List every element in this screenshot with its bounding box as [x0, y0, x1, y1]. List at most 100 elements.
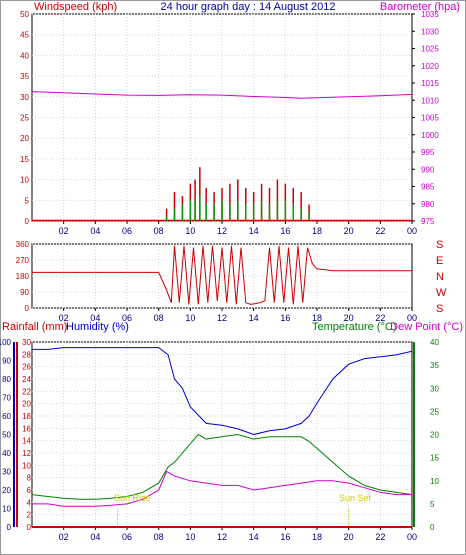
- rainfall-tick-label: 30: [22, 338, 31, 347]
- humidity-tick-label: 0: [7, 523, 12, 532]
- right-tick-label: 1035: [421, 10, 439, 19]
- x-tick-label: 12: [217, 226, 227, 236]
- left-tick-label: 50: [20, 10, 29, 19]
- rainfall-tick-label: 12: [22, 449, 31, 458]
- x-tick-label: 12: [217, 532, 227, 542]
- rainfall-tick-label: 6: [27, 486, 32, 495]
- x-tick-label: 02: [59, 313, 69, 323]
- temperature-tick-label: 35: [430, 361, 439, 370]
- x-tick-label: 10: [185, 313, 195, 323]
- x-tick-label: 00: [407, 226, 417, 236]
- left-tick-label: 180: [16, 272, 30, 281]
- rainfall-tick-label: 16: [22, 424, 31, 433]
- right-tick-label: 995: [421, 148, 435, 157]
- left-tick-label: 20: [20, 134, 29, 143]
- x-tick-label: 22: [375, 226, 385, 236]
- x-tick-label: 06: [122, 313, 132, 323]
- right-tick-label: 1005: [421, 114, 439, 123]
- x-tick-label: 12: [217, 313, 227, 323]
- rainfall-tick-label: 22: [22, 387, 31, 396]
- temperature-tick-label: 20: [430, 431, 439, 440]
- left-tick-label: 35: [20, 72, 29, 81]
- x-tick-label: 20: [344, 226, 354, 236]
- rainfall-tick-label: 8: [27, 474, 32, 483]
- right-tick-label: 1020: [421, 62, 439, 71]
- rainfall-tick-label: 2: [27, 511, 32, 520]
- temperature-tick-label: 5: [430, 500, 435, 509]
- x-tick-label: 06: [122, 226, 132, 236]
- x-tick-label: 16: [280, 532, 290, 542]
- temperature-tick-label: 0: [430, 523, 435, 532]
- humidity-tick-label: 100: [0, 338, 12, 347]
- wind-barometer-panel: 0510152025303540455097598098599099510001…: [20, 10, 439, 236]
- rainfall-tick-label: 4: [27, 498, 32, 507]
- x-tick-label: 20: [344, 313, 354, 323]
- temperature-axis-label: Temperature (°C): [312, 321, 396, 333]
- x-tick-label: 06: [122, 532, 132, 542]
- chart-title: 24 hour graph day : 14 August 2012: [161, 1, 336, 13]
- humidity-tick-label: 10: [2, 505, 11, 514]
- humidity-tick-label: 90: [2, 357, 11, 366]
- humidity-tick-label: 30: [2, 468, 11, 477]
- x-tick-label: 00: [407, 313, 417, 323]
- x-tick-label: 22: [375, 313, 385, 323]
- left-tick-label: 10: [20, 176, 29, 185]
- humidity-tick-label: 50: [2, 431, 11, 440]
- sunrise-label: Sun Rise: [114, 493, 151, 503]
- x-tick-label: 10: [185, 226, 195, 236]
- compass-tick-label: S: [436, 303, 443, 315]
- right-tick-label: 985: [421, 183, 435, 192]
- left-tick-label: 25: [20, 114, 29, 123]
- compass-tick-label: N: [436, 271, 444, 283]
- rainfall-tick-label: 14: [22, 437, 31, 446]
- x-tick-label: 16: [280, 226, 290, 236]
- right-tick-label: 1030: [421, 27, 439, 36]
- x-tick-label: 14: [249, 226, 259, 236]
- x-tick-label: 18: [312, 313, 322, 323]
- temperature-tick-label: 10: [430, 477, 439, 486]
- x-tick-label: 14: [249, 313, 259, 323]
- x-tick-label: 08: [154, 226, 164, 236]
- left-tick-label: 30: [20, 93, 29, 102]
- dewpoint-axis-label: Dew Point (°C): [390, 321, 463, 333]
- left-tick-label: 45: [20, 31, 29, 40]
- rainfall-axis-label: Rainfall (mm): [2, 321, 67, 333]
- humidity-tick-label: 20: [2, 486, 11, 495]
- humidity-line: [32, 347, 413, 436]
- sunset-label: Sun Set: [339, 493, 372, 503]
- x-tick-label: 00: [407, 532, 417, 542]
- humidity-tick-label: 40: [2, 449, 11, 458]
- left-tick-label: 360: [16, 240, 30, 249]
- right-tick-label: 980: [421, 200, 435, 209]
- temperature-tick-label: 15: [430, 454, 439, 463]
- humidity-tick-label: 60: [2, 412, 11, 421]
- rainfall-tick-label: 26: [22, 363, 31, 372]
- windspeed-axis-label: Windspeed (kph): [34, 1, 117, 13]
- right-tick-label: 1025: [421, 45, 439, 54]
- wind-direction-line: [32, 245, 412, 305]
- x-tick-label: 18: [312, 226, 322, 236]
- humidity-tick-label: 70: [2, 394, 11, 403]
- x-tick-label: 04: [90, 313, 100, 323]
- humidity-axis-label: Humidity (%): [66, 321, 129, 333]
- rainfall-tick-label: 18: [22, 412, 31, 421]
- barometer-line: [31, 91, 413, 99]
- temperature-tick-label: 25: [430, 407, 439, 416]
- right-tick-label: 975: [421, 217, 435, 226]
- x-tick-label: 10: [185, 532, 195, 542]
- x-tick-label: 18: [312, 532, 322, 542]
- rainfall-tick-label: 24: [22, 375, 31, 384]
- x-tick-label: 14: [249, 532, 259, 542]
- dew-line: [32, 470, 412, 507]
- left-tick-label: 0: [25, 217, 30, 226]
- temperature-tick-label: 30: [430, 384, 439, 393]
- left-tick-label: 90: [20, 288, 29, 297]
- right-tick-label: 1010: [421, 96, 439, 105]
- x-tick-label: 08: [154, 532, 164, 542]
- left-tick-label: 15: [20, 155, 29, 164]
- right-tick-label: 1015: [421, 79, 439, 88]
- temperature-line: [31, 433, 413, 500]
- x-tick-label: 08: [154, 313, 164, 323]
- left-tick-label: 270: [16, 256, 30, 265]
